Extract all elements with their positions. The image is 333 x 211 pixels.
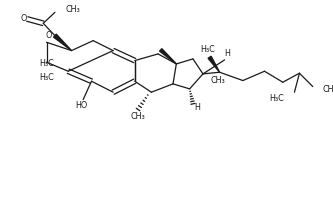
Text: H: H	[224, 49, 230, 58]
Text: CH₃: CH₃	[322, 85, 333, 94]
Text: O: O	[45, 31, 52, 40]
Text: H₃C: H₃C	[40, 73, 54, 82]
Text: CH₃: CH₃	[131, 112, 146, 121]
Text: H₃C: H₃C	[40, 60, 54, 68]
Text: H₃C: H₃C	[270, 94, 284, 103]
Polygon shape	[54, 34, 72, 51]
Text: CH₃: CH₃	[66, 5, 80, 14]
Text: CH₃: CH₃	[210, 76, 225, 85]
Text: HO: HO	[75, 101, 88, 110]
Polygon shape	[160, 49, 176, 64]
Text: H₃C: H₃C	[200, 45, 215, 54]
Polygon shape	[208, 56, 219, 72]
Text: O: O	[21, 14, 27, 23]
Text: H: H	[194, 103, 200, 112]
